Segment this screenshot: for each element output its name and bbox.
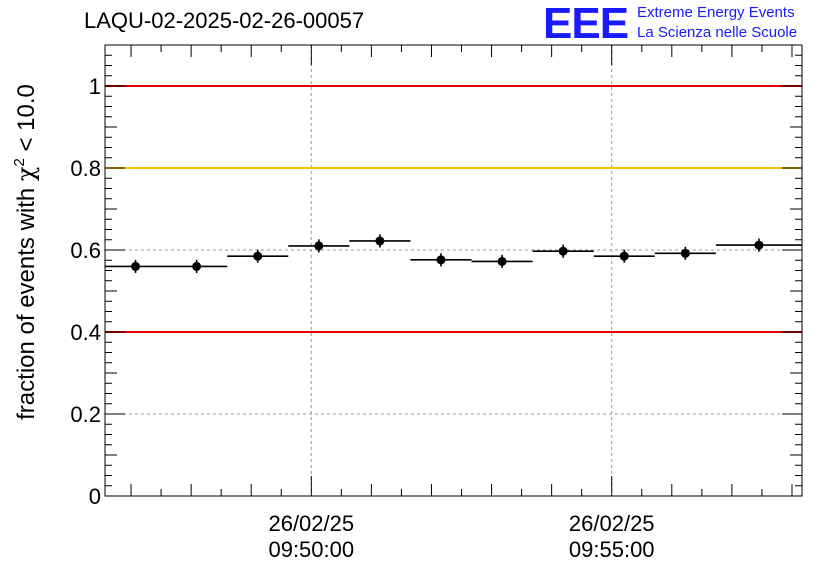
y-tick-label: 0.2 (70, 402, 101, 427)
logo-line-2: La Scienza nelle Scuole (637, 24, 798, 41)
data-point (754, 240, 764, 250)
y-tick-label: 0.8 (70, 156, 101, 181)
data-point (314, 241, 324, 251)
x-tick-label-time: 09:50:00 (268, 537, 354, 562)
x-tick-label-time: 09:55:00 (569, 537, 655, 562)
chart-title: LAQU-02-2025-02-26-00057 (84, 8, 365, 33)
y-axis-title: fraction of events with χ2 < 10.0 (11, 84, 40, 420)
y-tick-label: 0.6 (70, 238, 101, 263)
y-tick-label: 0 (89, 484, 101, 509)
x-tick-label-date: 26/02/25 (268, 511, 354, 536)
plot-frame (104, 44, 803, 497)
data-point (558, 246, 568, 256)
logo-line-1: Extreme Energy Events (637, 4, 795, 21)
data-point (497, 256, 507, 266)
data-point (436, 255, 446, 265)
y-tick-label: 0.4 (70, 320, 101, 345)
data-point (375, 236, 385, 246)
eee-logo: EEE (543, 0, 629, 48)
data-point (619, 251, 629, 261)
data-point (680, 248, 690, 258)
data-point (131, 261, 141, 271)
data-point (192, 261, 202, 271)
data-point (253, 251, 263, 261)
y-tick-label: 1 (89, 74, 101, 99)
x-tick-label-date: 26/02/25 (569, 511, 655, 536)
